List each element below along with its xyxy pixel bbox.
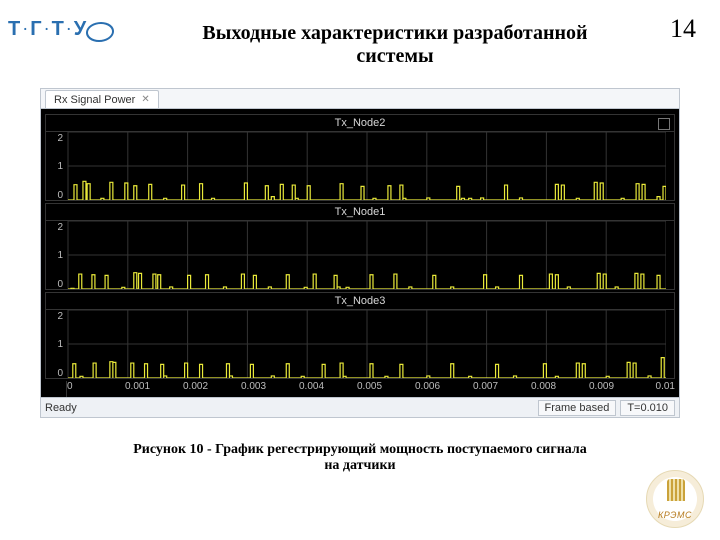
logo-letter: Т [52,18,64,41]
scope-tab-label: Rx Signal Power [54,94,135,106]
scope-statusbar: Ready Frame based T=0.010 [41,397,679,417]
logo-ring-icon [85,22,115,42]
panel-plot: 0 1 2 [46,310,666,378]
svg-text:2: 2 [57,311,63,322]
svg-text:1: 1 [57,250,63,261]
logo-bars-icon [667,479,685,501]
logo-letter: Г [30,18,41,41]
scope-window: Rx Signal Power ✕ Tx_Node2012Tx_Node1012… [40,88,680,418]
xaxis-tick: 0.004 [299,381,357,397]
xaxis-tick: 0.01 [647,381,675,397]
slide-header: Т · Г · Т · У Выходные характеристики ра… [0,0,720,86]
scope-panel: Tx_Node2 0 1 2 [45,114,675,201]
scope-panel: Tx_Node1 0 1 2 [45,203,675,290]
krems-logo: КРЭМС [646,470,704,528]
xaxis-tick: 0.003 [241,381,299,397]
svg-text:2: 2 [57,222,63,233]
svg-text:2: 2 [57,133,63,144]
page-number: 14 [670,14,696,44]
scope-panel: Tx_Node3 0 1 2 [45,292,675,379]
tgtu-logo: Т · Г · Т · У [8,18,114,41]
logo-dot: · [44,19,50,40]
scope-tabbar: Rx Signal Power ✕ [41,89,679,109]
panel-title: Tx_Node1 [46,204,674,221]
logo-letter: Т [8,18,20,41]
xaxis-tick: 0 [67,381,125,397]
status-frame: Frame based [538,400,617,416]
slide-title: Выходные характеристики разработанной си… [150,22,640,68]
svg-text:1: 1 [57,339,63,350]
panel-plot: 0 1 2 [46,221,666,289]
close-icon[interactable]: ✕ [141,94,149,105]
status-time: T=0.010 [620,400,675,416]
scope-body: Tx_Node2012Tx_Node1012Tx_Node301200.0010… [41,109,679,397]
slide-title-line: системы [356,45,433,67]
xaxis-tick: 0.006 [415,381,473,397]
logo-dot: · [22,19,28,40]
svg-text:0: 0 [57,190,63,200]
xaxis-tick: 0.005 [357,381,415,397]
figure-caption: Рисунок 10 - График регестрирующий мощно… [0,442,720,474]
svg-text:0: 0 [57,368,63,378]
scope-tab[interactable]: Rx Signal Power ✕ [45,90,159,108]
scope-xaxis: 00.0010.0020.0030.0040.0050.0060.0070.00… [45,381,675,397]
xaxis-tick: 0.002 [183,381,241,397]
xaxis-tick: 0.009 [589,381,647,397]
panel-title: Tx_Node2 [46,115,674,132]
caption-line: Рисунок 10 - График регестрирующий мощно… [133,442,587,457]
krems-logo-label: КРЭМС [658,510,692,520]
slide-title-line: Выходные характеристики разработанной [202,22,587,44]
svg-text:0: 0 [57,279,63,289]
status-ready: Ready [45,402,77,414]
logo-dot: · [66,19,72,40]
svg-text:1: 1 [57,161,63,172]
xaxis-tick: 0.007 [473,381,531,397]
caption-line: на датчики [324,458,395,473]
panel-title: Tx_Node3 [46,293,674,310]
logo-letter: У [74,18,86,41]
panel-plot: 0 1 2 [46,132,666,200]
xaxis-tick: 0.001 [125,381,183,397]
xaxis-tick: 0.008 [531,381,589,397]
